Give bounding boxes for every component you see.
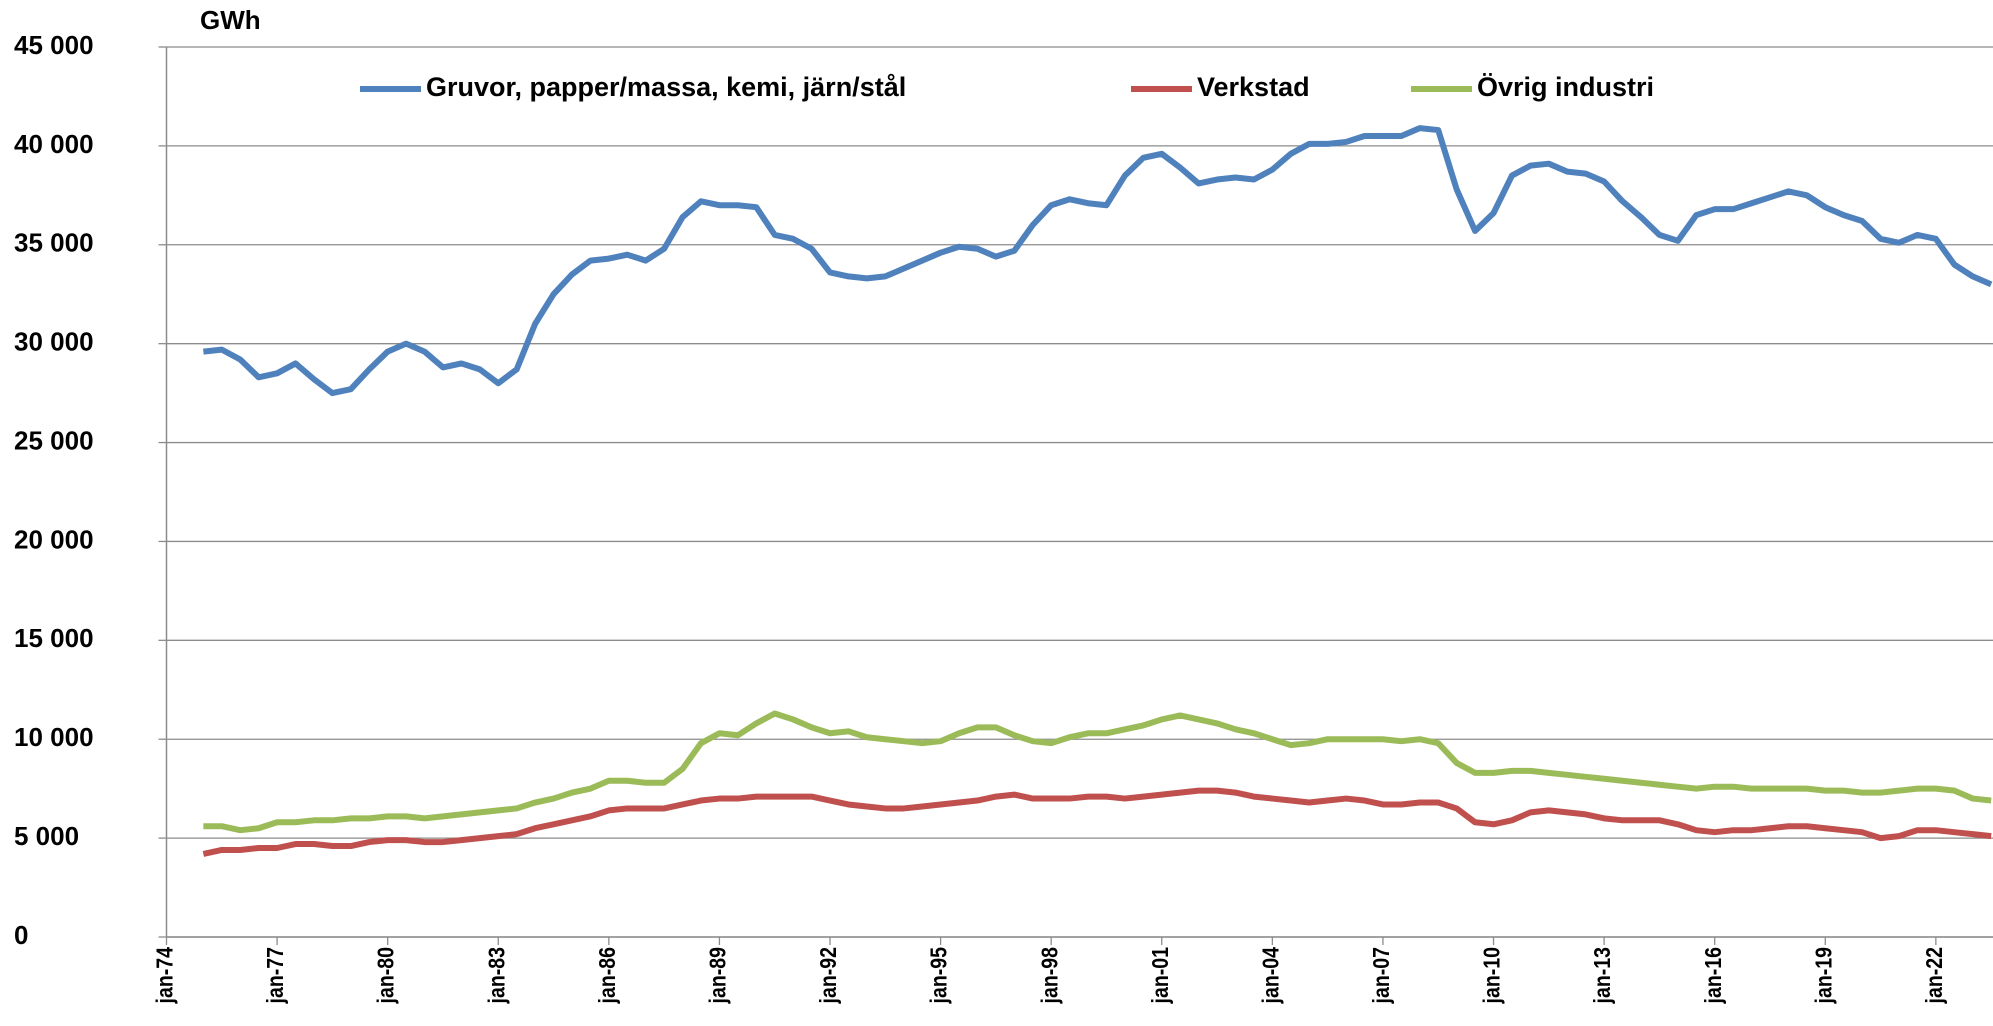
y-tick-label: 20 000 (14, 524, 94, 554)
legend-label: Gruvor, papper/massa, kemi, järn/stål (426, 72, 906, 102)
legend-label: Övrig industri (1477, 72, 1654, 102)
y-tick-label: 25 000 (14, 425, 94, 455)
x-tick-label: jan-01 (1147, 947, 1173, 1005)
y-axis-label: GWh (200, 5, 261, 35)
x-tick-label: jan-86 (594, 947, 620, 1005)
x-tick-label: jan-74 (152, 947, 178, 1005)
legend-label: Verkstad (1197, 72, 1310, 102)
x-tick-label: jan-16 (1700, 947, 1726, 1005)
x-tick-label: jan-95 (926, 947, 952, 1005)
y-tick-label: 30 000 (14, 327, 94, 357)
x-tick-label: jan-83 (484, 947, 510, 1005)
series-line (202, 787, 1992, 857)
x-tick-label: jan-92 (816, 947, 842, 1004)
x-tick-label: jan-22 (1921, 947, 1947, 1004)
y-tick-label: 40 000 (14, 129, 94, 159)
y-tick-label: 5 000 (14, 821, 79, 851)
y-tick-label: 15 000 (14, 623, 94, 653)
x-tick-label: jan-07 (1369, 947, 1395, 1004)
series-line (203, 710, 1992, 834)
x-tick-label: jan-89 (705, 947, 731, 1005)
x-tick-label: jan-98 (1037, 947, 1063, 1005)
y-tick-label: 10 000 (14, 722, 94, 752)
x-tick-label: jan-19 (1811, 947, 1837, 1005)
x-tick-label: jan-77 (263, 947, 289, 1004)
x-tick-label: jan-10 (1479, 947, 1505, 1004)
series-line (203, 125, 1993, 397)
x-tick-label: jan-13 (1590, 947, 1616, 1005)
x-tick-label: jan-04 (1258, 947, 1284, 1005)
y-tick-label: 0 (14, 920, 28, 950)
x-tick-label: jan-80 (373, 947, 399, 1004)
y-tick-label: 45 000 (14, 30, 94, 60)
y-tick-label: 35 000 (14, 228, 94, 258)
